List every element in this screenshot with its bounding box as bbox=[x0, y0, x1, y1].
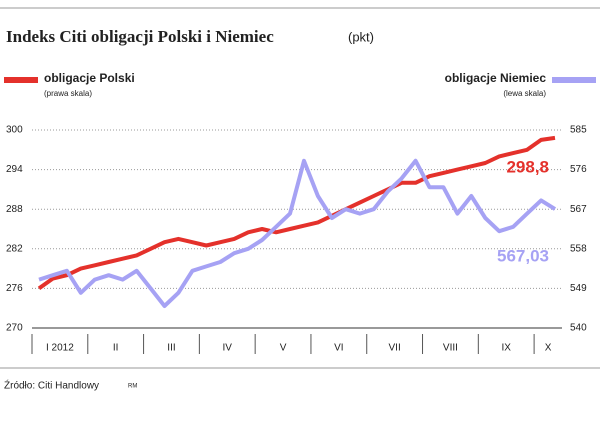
legend-label: obligacje Polski bbox=[44, 71, 135, 85]
x-tick-label: VIII bbox=[443, 343, 458, 354]
y-tick-label: 270 bbox=[6, 323, 23, 334]
x-tick-label: I 2012 bbox=[46, 343, 74, 354]
series-line bbox=[37, 135, 556, 291]
x-tick-label: II bbox=[113, 343, 119, 354]
x-tick-label: V bbox=[280, 343, 287, 354]
y2-tick-label: 558 bbox=[570, 243, 587, 254]
y2-tick-label: 585 bbox=[570, 125, 587, 136]
value-label: 298,8 bbox=[506, 157, 549, 176]
y2-tick-label: 576 bbox=[570, 164, 587, 175]
x-tick-label: IV bbox=[223, 343, 233, 354]
y2-tick-label: 567 bbox=[570, 204, 587, 215]
y2-tick-label: 549 bbox=[570, 283, 587, 294]
x-tick-label: VII bbox=[389, 343, 401, 354]
chart-title: Indeks Citi obligacji Polski i Niemiec bbox=[6, 27, 274, 46]
legend-note: (lewa skala) bbox=[503, 89, 546, 98]
y-tick-label: 276 bbox=[6, 283, 23, 294]
credit: RM bbox=[128, 384, 137, 390]
chart-subtitle: (pkt) bbox=[348, 29, 374, 44]
legend-label: obligacje Niemiec bbox=[445, 71, 547, 85]
x-tick-label: III bbox=[167, 343, 175, 354]
source: Źródło: Citi Handlowy bbox=[4, 379, 99, 392]
x-tick-label: IX bbox=[501, 343, 511, 354]
y-tick-label: 288 bbox=[6, 204, 23, 215]
x-tick-label: VI bbox=[334, 343, 343, 354]
y-tick-label: 294 bbox=[6, 164, 23, 175]
value-label: 567,03 bbox=[497, 247, 549, 266]
x-tick-label: X bbox=[545, 343, 552, 354]
legend-note: (prawa skala) bbox=[44, 89, 92, 98]
y-tick-label: 282 bbox=[6, 243, 23, 254]
y2-tick-label: 540 bbox=[570, 323, 587, 334]
y-tick-label: 300 bbox=[6, 125, 23, 136]
series-line bbox=[38, 158, 557, 308]
